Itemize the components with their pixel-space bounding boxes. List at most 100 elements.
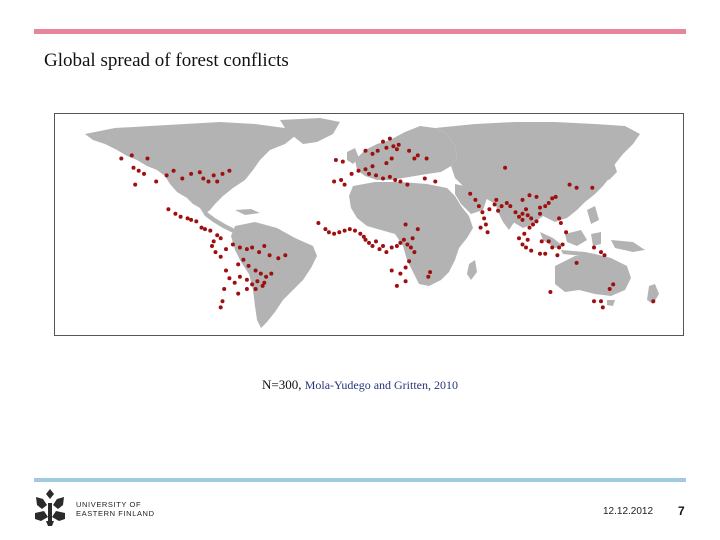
conflict-marker: [316, 221, 321, 225]
conflict-marker: [206, 179, 211, 184]
conflict-marker: [370, 151, 375, 156]
conflict-marker: [555, 253, 560, 258]
conflict-marker: [244, 247, 249, 252]
land-australia: [555, 254, 631, 296]
conflict-marker: [468, 191, 473, 196]
conflict-marker: [499, 204, 504, 209]
conflict-marker: [264, 274, 269, 279]
conflict-marker: [592, 299, 596, 304]
conflict-marker: [237, 245, 242, 250]
conflict-marker: [560, 242, 565, 247]
conflict-marker: [487, 207, 492, 212]
conflict-marker: [218, 305, 223, 310]
conflict-marker: [246, 263, 251, 268]
slide-title: Global spread of forest conflicts: [44, 50, 289, 71]
conflict-marker: [405, 242, 410, 247]
conflict-marker: [527, 193, 532, 198]
conflict-marker: [197, 170, 202, 175]
conflict-marker: [326, 230, 331, 235]
conflict-marker: [332, 231, 337, 236]
conflict-marker: [415, 153, 420, 158]
conflict-marker: [553, 194, 558, 199]
conflict-marker: [269, 271, 274, 276]
world-map-svg: [85, 118, 659, 328]
conflict-marker: [370, 244, 375, 248]
conflict-marker: [398, 271, 403, 276]
conflict-marker: [546, 239, 551, 244]
conflict-marker: [236, 291, 241, 296]
conflict-marker: [211, 173, 216, 178]
conflict-marker: [410, 236, 415, 241]
conflict-marker: [534, 194, 539, 199]
conflict-marker: [473, 197, 478, 202]
conflict-marker: [599, 250, 603, 255]
conflict-marker: [403, 265, 408, 270]
conflict-marker: [349, 171, 354, 176]
conflict-marker: [173, 211, 178, 216]
conflict-marker: [558, 221, 563, 225]
conflict-marker: [389, 156, 394, 161]
conflict-marker: [387, 136, 392, 141]
land-philippines: [587, 206, 599, 224]
conflict-marker: [503, 165, 508, 170]
conflict-marker: [525, 213, 530, 218]
conflict-marker: [253, 268, 258, 273]
conflict-marker: [424, 156, 429, 161]
conflict-marker: [433, 179, 438, 184]
conflict-marker: [525, 237, 530, 242]
land-central-america: [200, 208, 237, 234]
conflict-marker: [119, 156, 124, 161]
conflict-marker: [384, 161, 389, 166]
conflict-marker: [211, 239, 216, 244]
conflict-marker: [412, 250, 417, 255]
conflict-marker: [374, 173, 378, 178]
conflict-marker: [482, 216, 487, 221]
conflict-marker: [534, 219, 539, 224]
land-europe: [355, 126, 457, 180]
conflict-marker: [381, 139, 385, 144]
conflict-marker: [407, 148, 412, 153]
land-caribbean: [235, 209, 260, 215]
conflict-marker: [517, 214, 521, 219]
conflict-marker: [203, 227, 207, 232]
conflict-marker: [215, 179, 220, 184]
land-new-zealand: [647, 284, 659, 304]
conflict-marker: [504, 201, 509, 205]
conflict-marker: [494, 197, 499, 202]
conflict-marker: [236, 262, 241, 267]
conflict-marker: [201, 176, 206, 181]
conflict-marker: [253, 287, 258, 291]
conflict-marker: [574, 260, 579, 265]
conflict-marker: [218, 254, 223, 259]
conflict-marker: [403, 279, 408, 284]
conflict-marker: [340, 159, 345, 164]
conflict-marker: [394, 283, 399, 288]
land-tasmania: [607, 300, 615, 306]
conflict-marker: [276, 256, 281, 261]
conflict-marker: [546, 201, 551, 205]
conflict-marker: [361, 234, 366, 239]
conflict-marker: [323, 227, 328, 232]
conflict-marker: [480, 210, 485, 215]
land-madagascar: [467, 260, 477, 280]
conflict-marker: [363, 237, 368, 242]
conflict-markers: [119, 136, 656, 310]
land-indonesia-1: [540, 232, 563, 248]
land-asia: [435, 122, 640, 228]
conflict-marker: [131, 165, 136, 170]
slide-date: 12.12.2012: [603, 506, 654, 517]
land-uk: [347, 148, 359, 164]
conflict-marker: [408, 245, 413, 250]
page-number: 7: [678, 504, 685, 518]
world-map: [54, 113, 684, 336]
land-indonesia-3: [561, 250, 595, 256]
university-logo-icon: [35, 489, 65, 526]
conflict-marker: [543, 251, 548, 256]
conflict-marker: [508, 204, 513, 209]
conflict-marker: [218, 236, 223, 241]
conflict-marker: [538, 251, 542, 256]
conflict-marker: [485, 230, 490, 235]
conflict-marker: [363, 148, 368, 153]
conflict-marker: [557, 245, 562, 250]
caption-source-link[interactable]: Mola-Yudego and Gritten, 2010: [304, 378, 459, 392]
